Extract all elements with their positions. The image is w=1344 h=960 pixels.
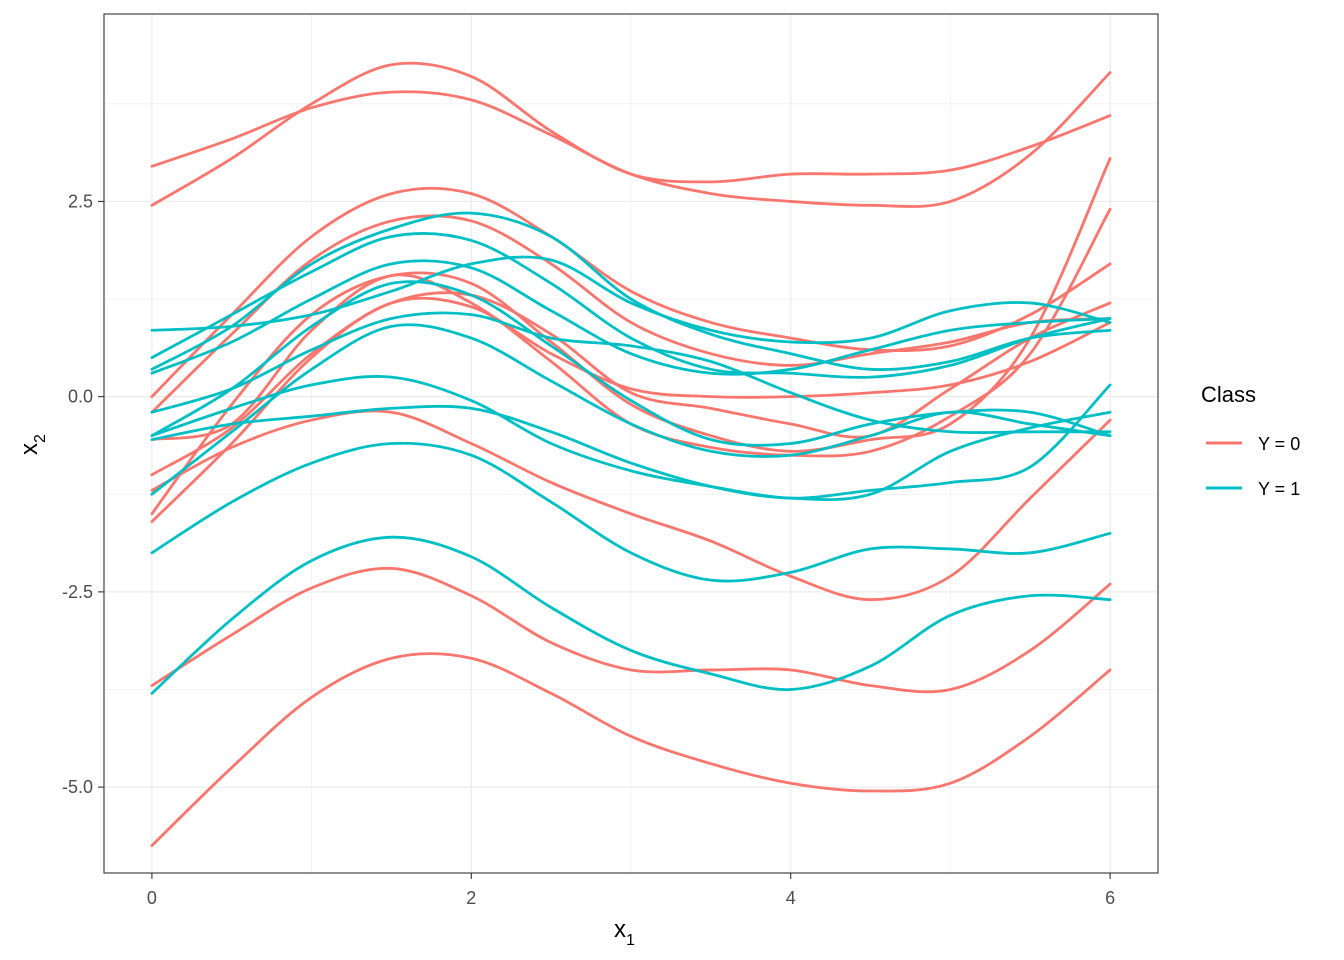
- series-line-y0: [150, 61, 1112, 207]
- x-axis-title: x1: [614, 916, 635, 949]
- x-tick-label: 6: [1105, 888, 1115, 908]
- series-line-y1: [150, 311, 1112, 435]
- plot-panel-border: [103, 13, 1159, 874]
- legend-label-y0: Y = 0: [1258, 434, 1300, 454]
- series-line-y1: [150, 259, 1112, 376]
- y-tick-label: 0.0: [68, 387, 93, 407]
- x-tick-label: 0: [147, 888, 157, 908]
- y-axis: -5.0 -2.5 0.0 2.5: [62, 191, 104, 797]
- y-tick-label: -2.5: [62, 582, 93, 602]
- series-line-y1: [150, 255, 1112, 345]
- legend-title: Class: [1201, 382, 1256, 407]
- series-line-y0: [150, 214, 1112, 414]
- series-line-y0: [150, 409, 1112, 602]
- legend-label-y1: Y = 1: [1258, 479, 1300, 499]
- series-line-y1: [150, 375, 1112, 502]
- series-line-y1: [150, 323, 1112, 496]
- series-lines: [150, 61, 1112, 848]
- y-axis-title: x2: [16, 434, 49, 455]
- series-line-y0: [150, 291, 1112, 477]
- legend: Class Y = 0 Y = 1: [1201, 382, 1300, 499]
- series-line-y0: [150, 186, 1112, 399]
- series-line-y0: [150, 296, 1112, 523]
- y-tick-label: 2.5: [68, 191, 93, 211]
- series-line-y1: [150, 383, 1112, 500]
- x-tick-label: 2: [466, 888, 476, 908]
- series-line-y1: [150, 441, 1112, 583]
- series-line-y0: [150, 652, 1112, 848]
- series-line-y1: [150, 232, 1112, 379]
- x-axis: 0 2 4 6: [147, 873, 1115, 908]
- x-tick-label: 4: [786, 888, 796, 908]
- y-tick-label: -5.0: [62, 777, 93, 797]
- series-line-y1: [150, 535, 1112, 695]
- series-line-y0: [150, 566, 1112, 694]
- series-line-y1: [150, 211, 1112, 371]
